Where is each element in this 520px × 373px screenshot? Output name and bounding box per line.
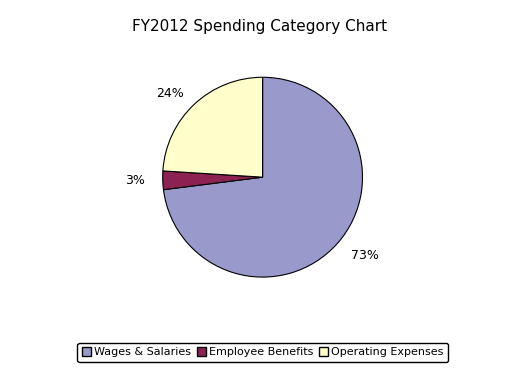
Wedge shape [163,77,362,277]
Text: 24%: 24% [156,87,184,100]
Text: FY2012 Spending Category Chart: FY2012 Spending Category Chart [133,19,387,34]
Wedge shape [163,77,263,177]
Legend: Wages & Salaries, Employee Benefits, Operating Expenses: Wages & Salaries, Employee Benefits, Ope… [77,343,448,362]
Wedge shape [163,171,263,190]
Text: 3%: 3% [125,175,145,187]
Text: 73%: 73% [351,249,379,261]
